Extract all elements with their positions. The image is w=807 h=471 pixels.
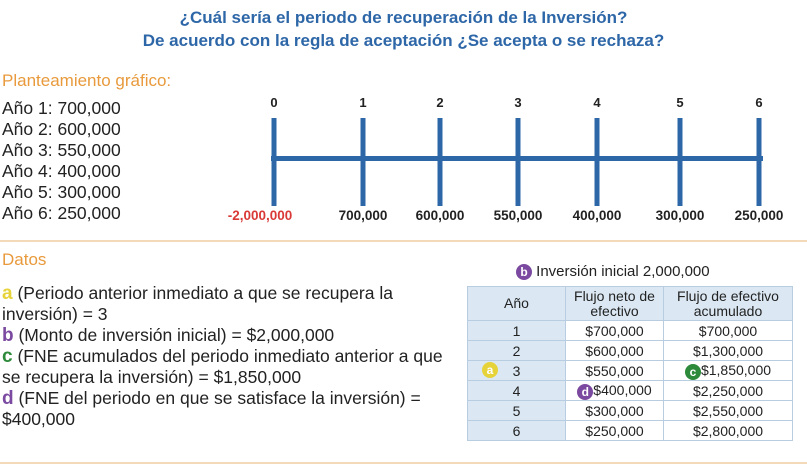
- key-c: c: [2, 346, 13, 367]
- datos-list: a (Periodo anterior inmediato a que se r…: [2, 283, 452, 430]
- cell-acum-text: $1,850,000: [700, 362, 772, 379]
- title-line-1: ¿Cuál sería el periodo de recuperación d…: [179, 8, 628, 27]
- period-tick: [677, 118, 683, 206]
- period-tick: [594, 118, 600, 206]
- table-row: 4 d $400,000 $2,250,000: [467, 380, 793, 401]
- datos-item-text: (Monto de inversión inicial) = $2,000,00…: [18, 325, 335, 345]
- col-acumulado: Flujo de efectivo acumulado: [663, 286, 793, 321]
- period-tick: [271, 118, 277, 206]
- year-item: Año 3: 550,000: [2, 140, 121, 160]
- cell-year: 4: [467, 380, 566, 401]
- cell-year: 5: [467, 400, 566, 421]
- year-item: Año 1: 700,000: [2, 98, 121, 118]
- year-item: Año 5: 300,000: [2, 182, 121, 202]
- cell-year: a 3: [467, 360, 566, 381]
- datos-item-a: a (Periodo anterior inmediato a que se r…: [2, 283, 452, 325]
- table-header-row: Año Flujo neto de efectivo Flujo de efec…: [467, 286, 793, 321]
- marker-a: a: [482, 362, 498, 378]
- col-year: Año: [467, 286, 566, 321]
- datos-item-text: (FNE acumulados del periodo inmediato an…: [2, 346, 443, 387]
- cell-flujo: $300,000: [565, 400, 664, 421]
- table-row: a 3 $550,000 c $1,850,000: [467, 360, 793, 381]
- section-divider: [0, 240, 807, 242]
- year-item: Año 6: 250,000: [2, 203, 121, 223]
- table-row: 5 $300,000 $2,550,000: [467, 400, 793, 421]
- cell-acum: $700,000: [663, 320, 793, 341]
- period-tick: [437, 118, 443, 206]
- cash-flow-timeline: 0 -2,000,000 1 700,000 2 600,000 3 550,000 4 400,…: [228, 95, 784, 223]
- cell-year-text: 3: [512, 362, 521, 379]
- initial-investment-note: b Inversión inicial 2,000,000: [516, 263, 710, 281]
- datos-item-d: d (FNE del periodo en que se satisface l…: [2, 388, 452, 430]
- cell-flujo: $550,000: [565, 360, 664, 381]
- marker-b: b: [516, 264, 532, 281]
- cell-year: 2: [467, 340, 566, 361]
- cash-flow-label: 700,000: [339, 208, 388, 223]
- cell-year: 1: [467, 320, 566, 341]
- period-label: 1: [359, 95, 366, 110]
- datos-item-b: b (Monto de inversión inicial) = $2,000,…: [2, 325, 452, 346]
- period-tick: [756, 118, 762, 206]
- title-line-2: De acuerdo con la regla de aceptación ¿S…: [142, 31, 665, 50]
- datos-item-c: c (FNE acumulados del periodo inmediato …: [2, 346, 452, 388]
- datos-heading: Datos: [2, 250, 47, 269]
- cell-acum: $1,300,000: [663, 340, 793, 361]
- cell-flujo: $250,000: [565, 420, 664, 441]
- year-list: Año 1: 700,000 Año 2: 600,000 Año 3: 550…: [2, 98, 121, 224]
- cell-flujo: $700,000: [565, 320, 664, 341]
- cash-flow-label: 300,000: [656, 208, 705, 223]
- period-label: 0: [270, 95, 277, 110]
- key-b: b: [2, 325, 14, 346]
- period-tick: [360, 118, 366, 206]
- accumulated-flow-panel: b Inversión inicial 2,000,000 Año Flujo …: [467, 259, 807, 449]
- cell-flujo-text: $400,000: [593, 382, 652, 399]
- period-label: 3: [514, 95, 521, 110]
- graphic-heading: Planteamiento gráfico:: [2, 71, 172, 90]
- year-item: Año 2: 600,000: [2, 119, 121, 139]
- period-label: 6: [755, 95, 762, 110]
- cell-acum: $2,550,000: [663, 400, 793, 421]
- cash-flow-label: 550,000: [494, 208, 543, 223]
- period-label: 5: [676, 95, 683, 110]
- marker-d: d: [577, 383, 594, 400]
- datos-item-text: (FNE del periodo en que se satisface la …: [2, 388, 421, 429]
- cash-flow-label: -2,000,000: [228, 208, 293, 223]
- cash-flow-label: 400,000: [573, 208, 622, 223]
- period-tick: [515, 118, 521, 206]
- cash-flow-label: 250,000: [735, 208, 784, 223]
- key-d: d: [2, 388, 14, 409]
- marker-c: c: [684, 363, 701, 380]
- year-item: Año 4: 400,000: [2, 161, 121, 181]
- bottom-divider: [0, 462, 807, 464]
- table-row: 1 $700,000 $700,000: [467, 320, 793, 341]
- cell-acum: c $1,850,000: [663, 360, 793, 381]
- col-flujo: Flujo neto de efectivo: [565, 286, 664, 321]
- key-a: a: [2, 283, 13, 304]
- cell-acum: $2,800,000: [663, 420, 793, 441]
- cash-flow-table: Año Flujo neto de efectivo Flujo de efec…: [467, 286, 793, 441]
- initial-investment-text: Inversión inicial 2,000,000: [536, 263, 710, 280]
- datos-item-text: (Periodo anterior inmediato a que se rec…: [2, 283, 393, 324]
- period-label: 4: [593, 95, 601, 110]
- cell-flujo: d $400,000: [565, 380, 664, 401]
- cell-flujo: $600,000: [565, 340, 664, 361]
- cell-acum: $2,250,000: [663, 380, 793, 401]
- cash-flow-label: 600,000: [416, 208, 465, 223]
- period-label: 2: [436, 95, 443, 110]
- table-row: 6 $250,000 $2,800,000: [467, 420, 793, 441]
- cell-year: 6: [467, 420, 566, 441]
- table-row: 2 $600,000 $1,300,000: [467, 340, 793, 361]
